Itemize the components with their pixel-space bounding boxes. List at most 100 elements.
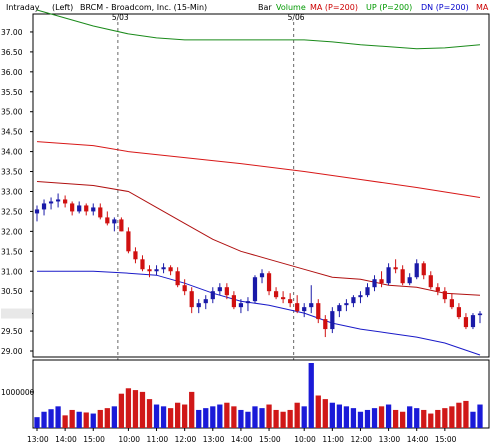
ma-right-legend: MA [476,3,489,12]
volume-bar [273,409,279,428]
time-tick-label: 13:00 [379,435,401,444]
candle-body [316,303,321,320]
ma-legend: MA (P=200) [310,3,358,12]
price-tick-label: 34.50 [1,128,23,137]
volume-bar [203,408,209,428]
volume-bar [435,409,441,428]
candle-body [119,219,124,232]
time-tick-label: 11:00 [147,435,169,444]
candle-body [217,287,222,292]
up-legend: UP (P=200) [366,3,412,12]
candle-body [449,299,454,308]
price-tick-label: 36.00 [1,68,23,77]
price-tick-label: 30.50 [1,287,23,296]
candle-body [337,305,342,312]
volume-bar [470,411,476,428]
candle-body [407,277,412,284]
volume-bar [266,404,272,428]
volume-bar [392,409,399,428]
volume-bar [76,411,82,428]
volume-bar [301,406,307,428]
volume-bar [153,404,160,428]
time-tick-label: 10:00 [294,435,316,444]
candles [34,193,483,338]
candle-body [133,251,138,260]
candle-body [281,297,286,300]
candle-body [302,307,307,312]
candle-body [182,285,187,292]
price-tick-label: 37.00 [1,28,23,37]
candle-body [252,277,258,302]
candle-body [400,269,405,284]
candle-body [330,311,335,330]
time-tick-label: 12:00 [175,435,197,444]
candle-body [245,301,251,304]
volume-bar [421,409,427,428]
candle-body [147,269,152,272]
volume-bar [364,409,371,428]
volume-bar [343,406,350,428]
candle-body [266,273,272,292]
candle-body [477,313,483,316]
date-marker-label: 5/03 [112,13,129,22]
ma-line-series [36,181,481,296]
volume-bar [315,395,321,428]
candle-body [126,231,131,252]
candle-body [463,317,469,328]
volume-bar [132,390,139,428]
volume-bar [83,412,89,428]
volume-bar [280,411,286,428]
time-tick-label: 13:00 [203,435,225,444]
candle-body [91,207,96,212]
candle-body [273,291,279,298]
volume-bar [245,411,251,428]
candle-body [84,205,89,212]
price-tick-label: 32.50 [1,207,23,216]
volume-bar [308,363,314,428]
timeframe-label: Intraday [6,3,40,12]
volume-bars [34,363,483,428]
volume-bar [104,408,110,428]
time-tick-label: 15:00 [435,435,457,444]
dn-legend: DN (P=200) [421,3,469,12]
time-tick-label: 14:00 [231,435,253,444]
candle-body [210,291,215,300]
volume-bar [449,406,455,428]
candle-body [154,269,159,272]
time-tick-label: 11:00 [322,435,344,444]
candle-body [259,273,265,278]
price-tick-label: 33.00 [1,187,23,196]
volume-bar [62,415,68,428]
volume-bar [294,402,300,428]
candle-body [372,279,377,288]
candle-body [224,287,229,296]
candle-body [34,209,40,214]
upper-band-series [36,141,481,198]
volume-bar [400,411,406,428]
volume-bar [259,408,265,428]
candle-body [470,315,476,328]
volume-bar [167,408,174,428]
volume-bar [55,406,61,428]
candle-body [323,319,328,330]
candle-body [41,203,47,210]
candle-body [456,307,462,318]
volume-bar [322,399,328,428]
price-tick-label: 29.00 [1,347,23,356]
candle-body [189,291,194,308]
volume-bar [231,406,237,428]
candle-body [344,303,349,306]
volume-legend: Volume [276,3,306,12]
candle-body [309,303,314,308]
price-tick-label: 35.00 [1,108,23,117]
volume-bar [189,391,195,428]
volume-bar [477,404,483,428]
candle-body [351,297,356,304]
candle-body [379,279,384,284]
lower-band-series [37,270,481,356]
price-tick-label: 35.50 [1,88,23,97]
candle-body [442,291,447,300]
volume-bar [442,408,448,428]
candle-body [365,287,370,296]
volume-bar [34,417,40,428]
